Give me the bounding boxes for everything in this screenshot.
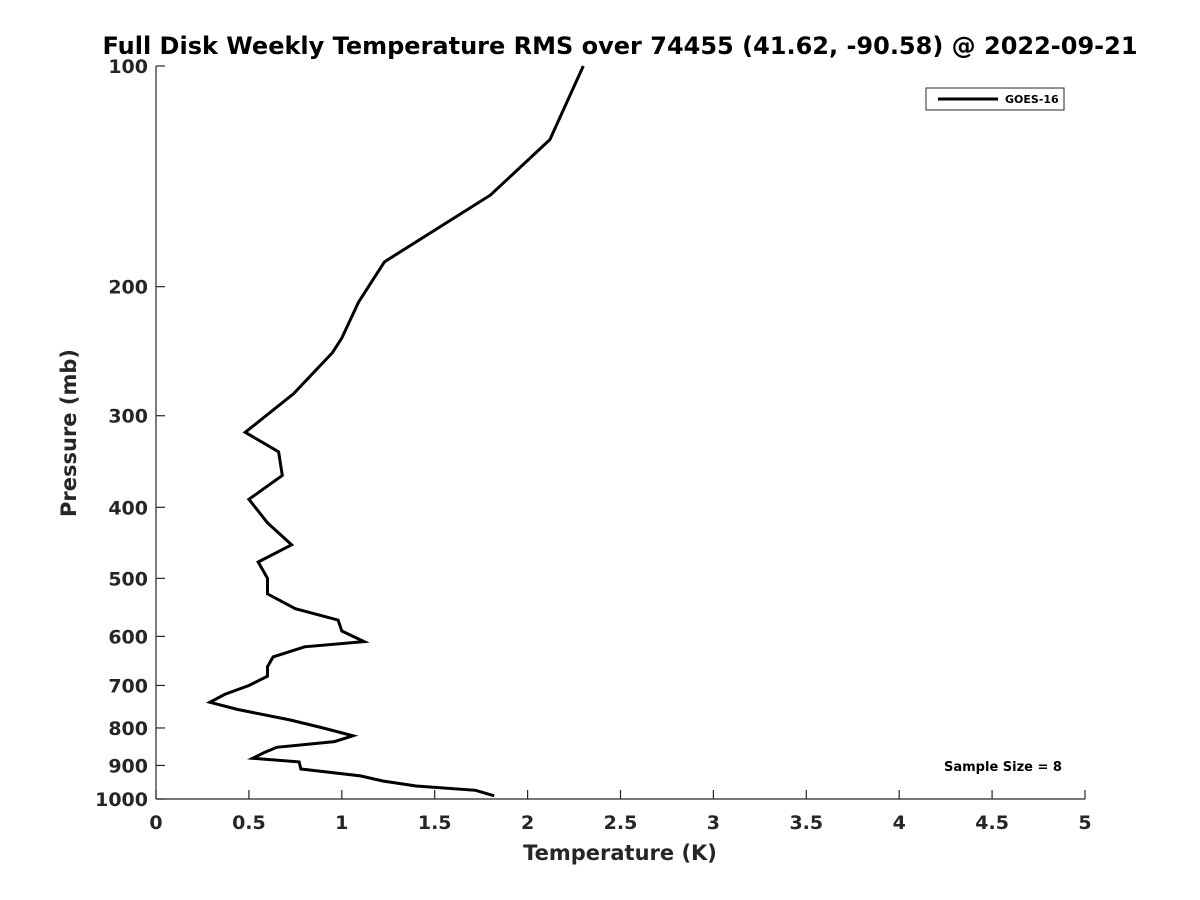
x-tick-label: 4 [893, 812, 906, 834]
x-tick-label: 4.5 [975, 812, 1009, 834]
x-tick-label: 1.5 [418, 812, 452, 834]
x-tick-label: 0.5 [232, 812, 266, 834]
x-tick-label: 2.5 [604, 812, 638, 834]
x-tick-label: 5 [1078, 812, 1091, 834]
y-tick-label: 500 [108, 568, 148, 590]
y-tick-label: 700 [108, 675, 148, 697]
y-tick-label: 800 [108, 718, 148, 740]
x-axis-label: Temperature (K) [523, 841, 717, 865]
legend-label: GOES-16 [1005, 93, 1059, 106]
y-ticks: 100 200 300 400 500 600 700 800 900 1000 [95, 56, 165, 811]
x-tick-label: 3.5 [789, 812, 823, 834]
y-axis-label: Pressure (mb) [57, 349, 81, 517]
series-line-goes-16 [205, 65, 585, 798]
x-ticks: 0 0.5 1 1.5 2 2.5 3 3.5 4 4.5 5 [149, 790, 1092, 834]
y-tick-label: 900 [108, 755, 148, 777]
y-tick-label: 100 [108, 56, 148, 78]
series-layer [205, 65, 585, 798]
x-tick-label: 3 [707, 812, 720, 834]
chart-title: Full Disk Weekly Temperature RMS over 74… [102, 32, 1137, 60]
x-tick-label: 2 [521, 812, 534, 834]
y-tick-label: 200 [108, 277, 148, 299]
y-tick-label: 1000 [95, 789, 148, 811]
y-tick-label: 600 [108, 626, 148, 648]
sample-size-annotation: Sample Size = 8 [944, 760, 1062, 775]
y-tick-label: 300 [108, 406, 148, 428]
x-tick-label: 0 [149, 812, 162, 834]
y-tick-label: 400 [108, 497, 148, 519]
legend: GOES-16 [925, 87, 1065, 111]
axes [155, 66, 1085, 800]
x-tick-label: 1 [335, 812, 348, 834]
